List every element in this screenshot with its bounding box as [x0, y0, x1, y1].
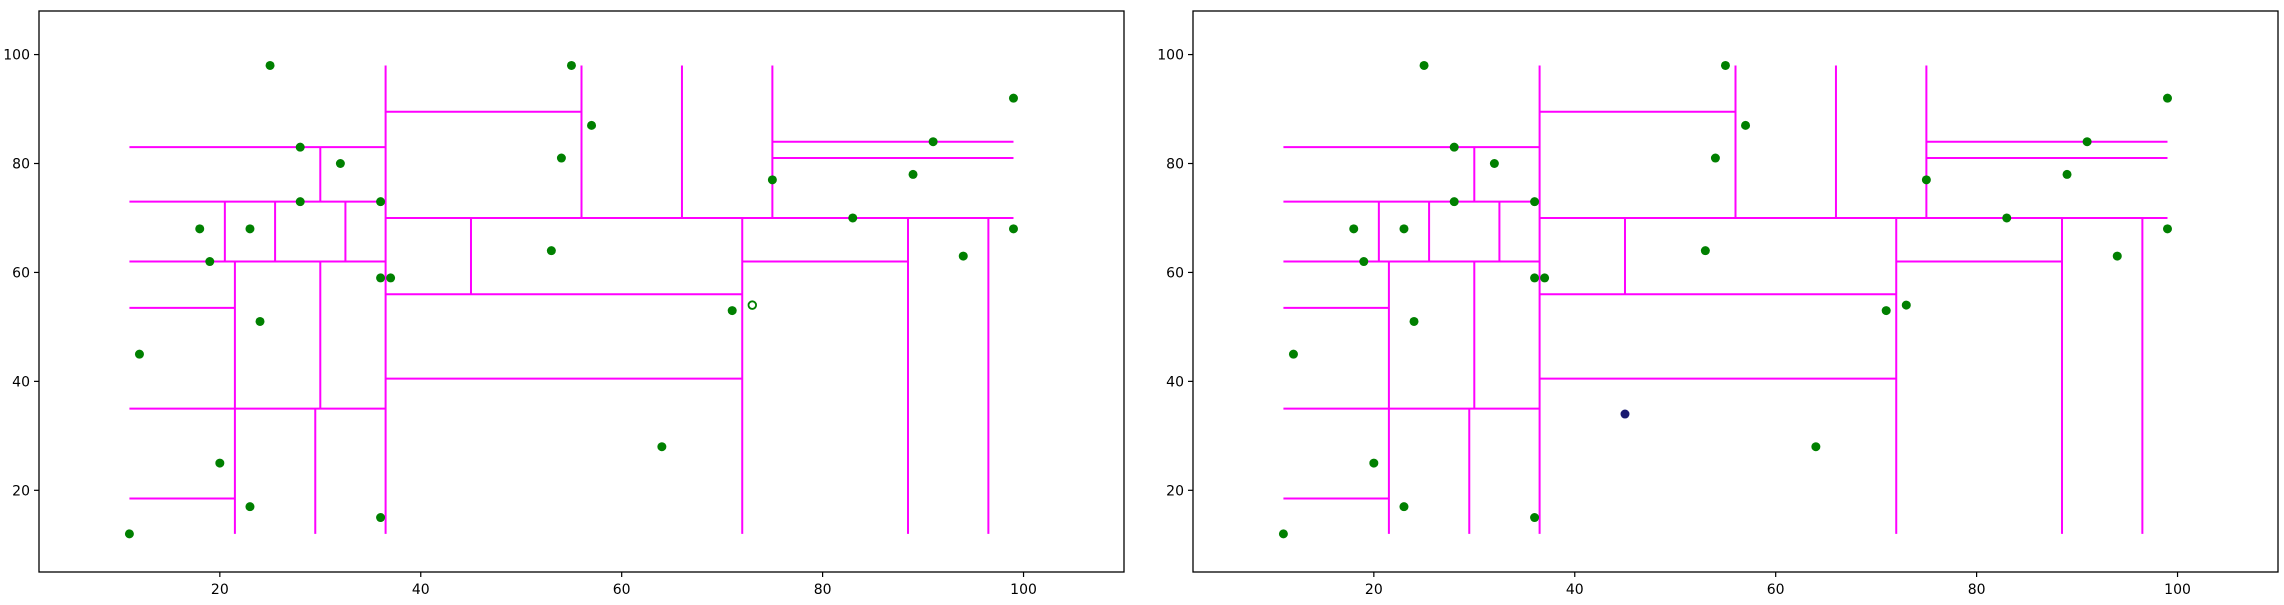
x-tick-label: 40 — [1566, 582, 1584, 598]
data-point — [2062, 169, 2072, 179]
data-point — [1811, 442, 1821, 452]
data-point — [134, 349, 144, 359]
data-point — [386, 273, 396, 283]
data-point — [1359, 257, 1369, 267]
data-point — [1530, 513, 1540, 523]
y-tick-label: 40 — [1166, 374, 1184, 390]
data-point — [556, 153, 566, 163]
left-panel: 20 40 60 80 100 20 40 60 80 100 — [3, 10, 1125, 598]
data-point — [376, 273, 386, 283]
data-point — [767, 175, 777, 185]
data-point — [1921, 175, 1931, 185]
data-point — [1710, 153, 1720, 163]
hollow-data-point — [747, 300, 757, 310]
data-point — [124, 529, 134, 539]
y-tick-label: 60 — [12, 265, 30, 281]
data-point — [1449, 197, 1459, 207]
y-tick-label: 100 — [1157, 48, 1184, 64]
data-point — [245, 224, 255, 234]
data-point — [1409, 316, 1419, 326]
data-point — [1720, 60, 1730, 70]
data-point — [1530, 273, 1540, 283]
x-tick-label: 100 — [2164, 582, 2191, 598]
axes-frame — [38, 10, 1125, 573]
data-point — [546, 246, 556, 256]
data-point — [295, 197, 305, 207]
x-tick-label: 80 — [1968, 582, 1986, 598]
y-tick-label: 80 — [1166, 157, 1184, 173]
data-point — [2162, 224, 2172, 234]
data-point — [1288, 349, 1298, 359]
data-point — [1741, 120, 1751, 130]
data-point — [727, 306, 737, 316]
data-point — [1901, 300, 1911, 310]
y-tick-label: 20 — [1166, 483, 1184, 499]
data-point — [1700, 246, 1710, 256]
data-point — [928, 137, 938, 147]
data-point — [376, 513, 386, 523]
data-point — [265, 60, 275, 70]
data-point — [587, 120, 597, 130]
data-point — [1489, 159, 1499, 169]
data-point — [1540, 273, 1550, 283]
y-tick-label: 60 — [1166, 265, 1184, 281]
data-point — [848, 213, 858, 223]
x-tick-label: 60 — [1767, 582, 1785, 598]
data-point — [1399, 224, 1409, 234]
data-point — [2082, 137, 2092, 147]
data-point — [1349, 224, 1359, 234]
data-point — [1008, 224, 1018, 234]
data-point — [1008, 93, 1018, 103]
data-point — [2002, 213, 2012, 223]
data-point — [376, 197, 386, 207]
x-tick-label: 60 — [613, 582, 631, 598]
data-point — [335, 159, 345, 169]
right-panel: 20 40 60 80 100 20 40 60 80 100 — [1157, 10, 2279, 598]
data-point — [205, 257, 215, 267]
data-point — [255, 316, 265, 326]
data-point — [1369, 458, 1379, 468]
data-point — [1881, 306, 1891, 316]
data-point — [908, 169, 918, 179]
x-tick-label: 20 — [1365, 582, 1383, 598]
data-point — [2162, 93, 2172, 103]
query-point — [1620, 409, 1630, 419]
y-tick-label: 20 — [12, 483, 30, 499]
data-point — [1530, 197, 1540, 207]
y-tick-label: 100 — [3, 48, 30, 64]
data-point — [215, 458, 225, 468]
data-point — [2112, 251, 2122, 261]
x-tick-label: 40 — [412, 582, 430, 598]
x-tick-label: 100 — [1010, 582, 1037, 598]
data-point — [245, 502, 255, 512]
y-tick-label: 80 — [12, 157, 30, 173]
data-point — [295, 142, 305, 152]
x-tick-label: 80 — [814, 582, 832, 598]
data-point — [1419, 60, 1429, 70]
y-tick-label: 40 — [12, 374, 30, 390]
data-point — [1399, 502, 1409, 512]
data-point — [195, 224, 205, 234]
data-point — [566, 60, 576, 70]
data-point — [1449, 142, 1459, 152]
data-point — [958, 251, 968, 261]
x-tick-label: 20 — [211, 582, 229, 598]
data-point — [657, 442, 667, 452]
axes-frame — [1192, 10, 2279, 573]
data-point — [1278, 529, 1288, 539]
